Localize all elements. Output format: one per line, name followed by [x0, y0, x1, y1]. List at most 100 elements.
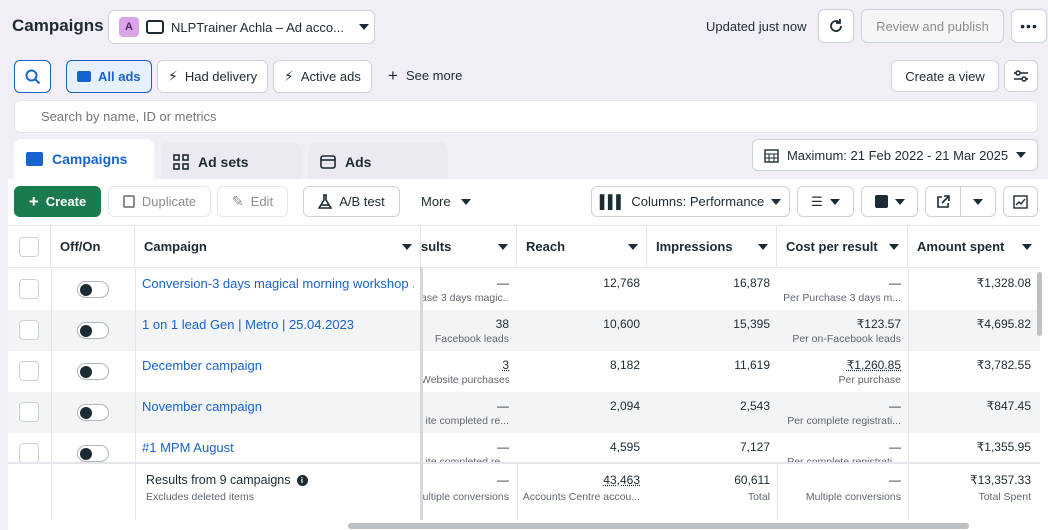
charts-button[interactable] [1003, 186, 1038, 217]
account-avatar: A [119, 17, 139, 37]
search-input[interactable] [15, 101, 1037, 132]
sort-icon [402, 243, 412, 250]
duplicate-button[interactable]: Duplicate [108, 186, 211, 217]
column-divider [517, 462, 518, 520]
vertical-scrollbar[interactable] [1037, 272, 1042, 336]
toggle-knob [80, 284, 92, 296]
amount-spent-value: ₹1,328.08 [976, 276, 1031, 290]
breakdown-dropdown[interactable]: ☰ [797, 186, 854, 217]
cost-per-result-value: — [889, 440, 901, 454]
more-options-button[interactable]: ••• [1011, 9, 1047, 43]
ad-icon [320, 155, 336, 169]
campaigns-icon [26, 152, 43, 166]
header-select-all [8, 225, 51, 268]
calendar-icon [764, 148, 779, 163]
campaign-name-link[interactable]: December campaign [142, 358, 262, 373]
lightning-icon: ⚡ [168, 68, 178, 84]
plus-icon: + [388, 66, 398, 85]
table-row[interactable] [8, 269, 1040, 310]
footer-label: Results from 9 campaigns i [146, 473, 308, 487]
review-publish-button[interactable]: Review and publish [861, 9, 1004, 43]
cost-per-result-type: Per complete registrati... [787, 415, 901, 427]
impressions-value: 15,395 [733, 317, 770, 331]
tab-ad-sets-label: Ad sets [198, 154, 249, 170]
table-row[interactable] [8, 351, 1040, 392]
row-checkbox[interactable] [19, 279, 39, 299]
results-type: Website purchases [421, 374, 509, 386]
edit-button[interactable]: ✎ Edit [217, 186, 288, 217]
more-dropdown[interactable]: More [421, 194, 471, 209]
frozen-column-divider [420, 268, 423, 520]
results-value: — [497, 276, 509, 290]
footer-spent: ₹13,357.33 [969, 473, 1031, 487]
info-icon: i [296, 474, 308, 486]
export-dropdown[interactable] [960, 186, 996, 217]
sort-icon [1022, 243, 1032, 250]
cost-per-result-type: Per Purchase 3 days m... [783, 292, 901, 304]
row-checkbox[interactable] [19, 320, 39, 340]
report-icon [874, 195, 888, 208]
create-button[interactable]: + Create [14, 186, 101, 217]
campaign-toggle[interactable] [77, 363, 109, 380]
table-footer [8, 462, 1040, 520]
results-type: Facebook leads [434, 333, 509, 345]
filter-all-ads[interactable]: All ads [66, 60, 152, 93]
table-row[interactable] [8, 392, 1040, 433]
sliders-icon [1014, 70, 1028, 82]
campaign-toggle[interactable] [77, 445, 109, 462]
impressions-value: 11,619 [734, 358, 770, 372]
header-impressions-label: Impressions [656, 239, 733, 254]
campaign-name-link[interactable]: #1 MPM August [142, 440, 234, 455]
reach-value: 12,768 [603, 276, 640, 290]
reports-dropdown[interactable] [861, 186, 918, 217]
campaign-name-link[interactable]: Conversion-3 days magical morning worksh… [142, 276, 414, 291]
see-more-label: See more [405, 68, 463, 83]
search-icon [25, 69, 40, 84]
row-checkbox[interactable] [19, 443, 39, 463]
tab-campaigns[interactable]: Campaigns [14, 139, 154, 179]
campaign-name-link[interactable]: November campaign [142, 399, 262, 414]
tab-ad-sets[interactable]: Ad sets [161, 142, 301, 182]
tab-ads[interactable]: Ads [308, 142, 448, 182]
export-icon [937, 194, 950, 208]
export-button[interactable] [925, 186, 961, 217]
refresh-button[interactable] [818, 9, 854, 43]
header-results[interactable]: sults [421, 225, 517, 268]
filter-settings-button[interactable] [1004, 60, 1038, 92]
chart-icon [1013, 194, 1028, 209]
columns-dropdown[interactable]: ▌▌▌ Columns: Performance [591, 186, 790, 217]
filter-active-ads[interactable]: ⚡ Active ads [273, 60, 372, 93]
toggle-knob [80, 448, 92, 460]
filter-all-ads-label: All ads [98, 69, 141, 84]
header-cost-per-result[interactable]: Cost per result [777, 225, 908, 268]
cost-per-result-value: ₹123.57 [856, 317, 901, 331]
tab-campaigns-label: Campaigns [52, 151, 128, 167]
filter-had-delivery[interactable]: ⚡ Had delivery [157, 60, 269, 93]
header-impressions[interactable]: Impressions [647, 225, 777, 268]
header-reach[interactable]: Reach [517, 225, 647, 268]
refresh-icon [830, 19, 842, 32]
row-checkbox[interactable] [19, 402, 39, 422]
search-toggle-button[interactable] [14, 60, 51, 93]
header-campaign[interactable]: Campaign [135, 225, 421, 268]
header-results-label: sults [421, 239, 452, 254]
footer-spent-sub: Total Spent [978, 491, 1031, 503]
table-row[interactable] [8, 310, 1040, 351]
header-amount-spent[interactable]: Amount spent [908, 225, 1040, 268]
campaign-name-link[interactable]: 1 on 1 lead Gen | Metro | 25.04.2023 [142, 317, 355, 332]
campaign-toggle[interactable] [77, 322, 109, 339]
campaign-toggle[interactable] [77, 281, 109, 298]
row-checkbox[interactable] [19, 361, 39, 381]
select-all-checkbox[interactable] [19, 236, 39, 257]
ab-test-button[interactable]: A/B test [303, 186, 400, 217]
search-bar[interactable] [14, 100, 1038, 133]
updated-status: Updated just now [706, 19, 807, 34]
account-selector[interactable]: A NLPTrainer Achla – Ad acco... [108, 10, 375, 44]
horizontal-scrollbar[interactable] [348, 523, 969, 529]
cost-per-result-type: Per on-Facebook leads [792, 333, 901, 345]
see-more-button[interactable]: + See more [388, 66, 463, 85]
date-range-picker[interactable]: Maximum: 21 Feb 2022 - 21 Mar 2025 [752, 139, 1038, 171]
create-view-button[interactable]: Create a view [891, 60, 999, 92]
campaign-toggle[interactable] [77, 404, 109, 421]
sort-icon [758, 243, 768, 250]
